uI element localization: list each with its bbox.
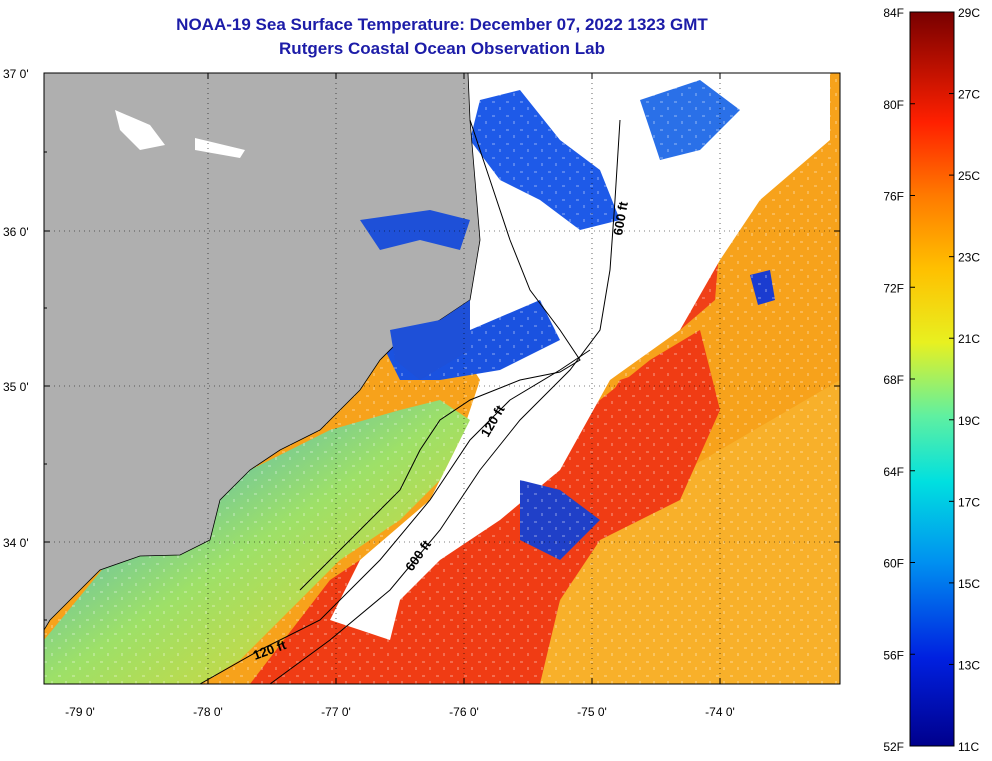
lon-label-79: -79 0' <box>65 705 95 719</box>
map-area <box>44 73 840 684</box>
barrier-islands <box>299 119 581 591</box>
colorbar-f-label: 72F <box>883 281 904 295</box>
tick-marks <box>44 72 840 684</box>
colorbar-f-label: 84F <box>883 6 904 20</box>
lat-label-36: 36 0' <box>3 225 29 239</box>
pamlico-sound <box>390 300 470 380</box>
contour-label-600ft-north: 600 ft <box>610 200 631 237</box>
colorbar-c-label: 13C <box>958 658 980 672</box>
map-subtitle: Rutgers Coastal Ocean Observation Lab <box>279 39 605 58</box>
lon-label-76: -76 0' <box>449 705 479 719</box>
map-title: NOAA-19 Sea Surface Temperature: Decembe… <box>176 15 708 34</box>
colorbar-c-label: 29C <box>958 6 980 20</box>
colorbar-f-label: 64F <box>883 465 904 479</box>
inland-lake <box>115 110 165 150</box>
colorbar-c-label: 23C <box>958 251 980 265</box>
colorbar-f-label: 52F <box>883 740 904 754</box>
colorbar-f-label: 76F <box>883 190 904 204</box>
inland-lake <box>195 138 245 158</box>
lat-label-37: 37 0' <box>3 67 29 81</box>
colorbar-f-label: 60F <box>883 557 904 571</box>
map-frame <box>43 72 841 685</box>
colorbar-f-label: 68F <box>883 373 904 387</box>
lat-label-34: 34 0' <box>3 536 29 550</box>
colorbar-c-label: 21C <box>958 332 980 346</box>
colorbar-ticks <box>910 11 954 747</box>
colorbar-c-label: 27C <box>958 88 980 102</box>
colorbar-c-label: 17C <box>958 495 980 509</box>
contour-120ft <box>199 349 591 684</box>
contour-600ft <box>269 119 621 684</box>
colorbar-c-label: 25C <box>958 169 980 183</box>
lon-label-78: -78 0' <box>193 705 223 719</box>
albemarle-sound <box>360 210 470 250</box>
lon-label-77: -77 0' <box>321 705 351 719</box>
colorbar-f-label: 56F <box>883 648 904 662</box>
lon-label-74: -74 0' <box>705 705 735 719</box>
grid-lines <box>44 73 840 684</box>
lon-label-75: -75 0' <box>577 705 607 719</box>
colorbar-c-label: 11C <box>958 740 979 754</box>
colorbar-c-label: 19C <box>958 414 980 428</box>
colorbar-celsius-labels: 29C 27C 25C 23C 21C 19C 17C 15C 13C 11C <box>958 6 980 754</box>
colorbar-f-label: 80F <box>883 98 904 112</box>
lat-label-35: 35 0' <box>3 380 29 394</box>
colorbar-c-label: 15C <box>958 577 980 591</box>
colorbar-fahrenheit-labels: 84F 80F 76F 72F 68F 64F 60F 56F 52F <box>883 6 904 754</box>
colorbar <box>909 11 955 747</box>
land-north-carolina <box>44 73 481 631</box>
